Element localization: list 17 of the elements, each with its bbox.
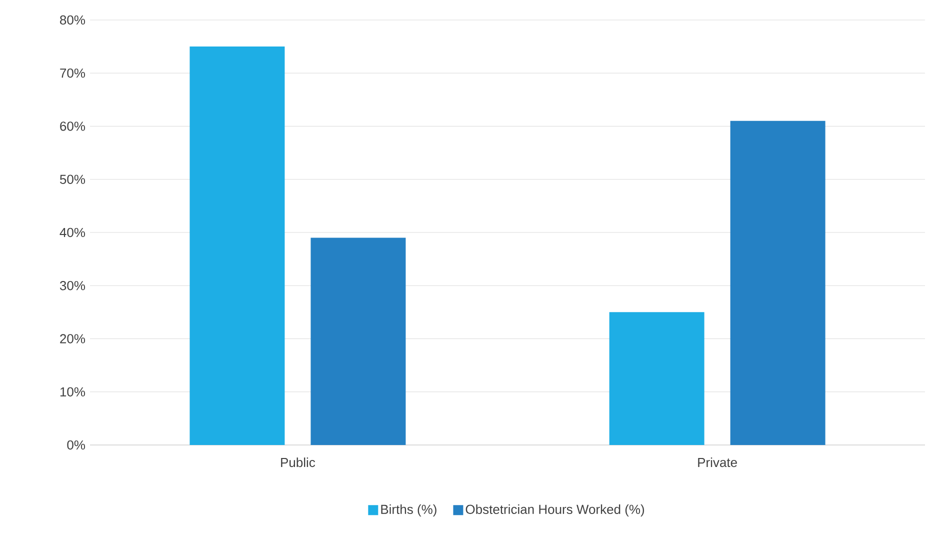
legend-label: Obstetrician Hours Worked (%): [466, 504, 644, 517]
bar: [310, 238, 406, 445]
y-tick-label: 70%: [60, 68, 86, 78]
bar: [190, 46, 285, 445]
y-tick-label: 20%: [60, 334, 86, 344]
y-tick-label: 0%: [67, 440, 86, 450]
bar: [730, 120, 826, 445]
y-tick-label: 30%: [60, 281, 86, 290]
y-tick-label: 10%: [60, 387, 86, 396]
legend-label: Births (%): [381, 504, 436, 517]
y-tick-label: 50%: [60, 174, 86, 184]
x-tick-label: Private: [698, 458, 737, 468]
y-tick-label: 40%: [60, 228, 86, 238]
x-tick-label: Public: [281, 458, 316, 468]
bar: [609, 312, 704, 445]
y-tick-label: 60%: [60, 122, 86, 131]
y-tick-label: 80%: [60, 15, 86, 25]
